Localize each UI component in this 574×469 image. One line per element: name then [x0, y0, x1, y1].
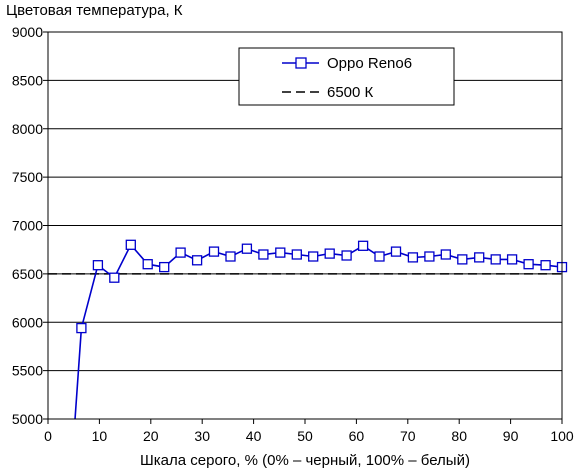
data-point [357, 240, 369, 251]
x-tick-label: 40 [246, 428, 262, 444]
data-point [506, 254, 518, 265]
data-point [291, 249, 302, 260]
legend-label-reference: 6500 К [327, 84, 374, 101]
y-tick-label: 7000 [12, 218, 43, 234]
axes [43, 31, 563, 424]
y-tick-label: 8500 [12, 72, 43, 88]
data-point [159, 261, 170, 273]
data-point [407, 252, 419, 263]
tick-labels: 5000 5500 6000 6500 7000 7500 8000 8500 9000 0 10 2… [12, 24, 574, 444]
y-tick-label: 5000 [12, 411, 43, 427]
data-point [76, 322, 87, 334]
series-group [74, 239, 568, 419]
data-point [474, 252, 485, 263]
x-tick-label: 10 [92, 428, 108, 444]
legend: Oppo Reno6 6500 К [238, 47, 455, 106]
data-point [225, 251, 236, 262]
data-point [191, 255, 203, 266]
data-point [175, 247, 186, 258]
x-tick-label: 20 [143, 428, 159, 444]
data-point [540, 260, 551, 271]
data-point [324, 248, 335, 259]
data-point [109, 272, 120, 283]
data-point [92, 260, 104, 271]
data-point [424, 251, 435, 262]
y-tick-label: 6500 [12, 266, 43, 282]
y-tick-label: 6000 [12, 314, 43, 330]
series-line [74, 243, 562, 419]
legend-marker-series [295, 57, 307, 69]
data-point [523, 259, 534, 270]
data-point [308, 251, 319, 262]
x-tick-label: 90 [503, 428, 519, 444]
data-point [341, 250, 352, 261]
legend-box [238, 47, 455, 106]
x-axis-title: Шкала серого, % (0% – черный, 100% – бел… [140, 452, 470, 469]
data-point [490, 254, 501, 265]
x-tick-label: 60 [349, 428, 365, 444]
x-tick-label: 30 [194, 428, 210, 444]
data-point [440, 249, 451, 260]
data-point [275, 247, 286, 258]
data-point [142, 259, 153, 270]
data-point [125, 239, 136, 250]
data-point [457, 254, 468, 265]
plot-frame [47, 31, 563, 420]
y-tick-label: 9000 [12, 24, 43, 40]
y-tick-label: 5500 [12, 363, 43, 379]
data-point [258, 249, 269, 260]
data-point [208, 246, 220, 257]
data-point [241, 243, 253, 254]
y-tick-label: 7500 [12, 169, 43, 185]
legend-label-series: Oppo Reno6 [327, 55, 412, 72]
x-tick-label: 50 [297, 428, 313, 444]
y-tick-label: 8000 [12, 121, 43, 137]
x-tick-label: 70 [400, 428, 416, 444]
x-tick-label: 0 [44, 428, 52, 444]
y-axis-title: Цветовая температура, К [6, 2, 183, 19]
x-tick-label: 100 [550, 428, 574, 444]
data-point [374, 251, 385, 262]
x-tick-label: 80 [451, 428, 467, 444]
data-point [390, 246, 402, 257]
